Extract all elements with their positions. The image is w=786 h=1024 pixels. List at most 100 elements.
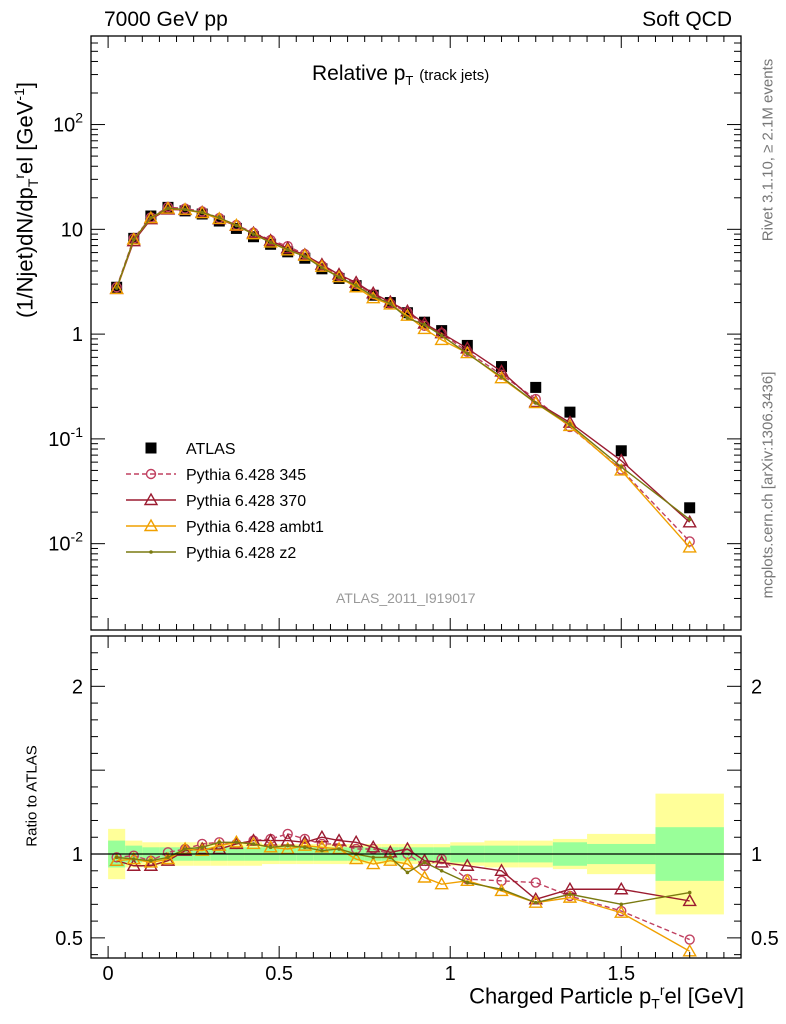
y-axis-label-ratio: Ratio to ATLAS [23,745,41,847]
data-point-ratio [405,870,410,875]
data-point-main [126,233,141,247]
data-point-main [371,294,376,299]
data-point-ratio [619,902,624,907]
legend-marker [145,468,157,480]
data-point-main [383,297,398,310]
data-point-main [682,540,697,553]
data-point-main [684,502,696,514]
data-point-ratio [460,873,475,887]
data-point-main [200,210,204,215]
data-point-ratio [143,854,159,868]
data-point-ratio [251,842,256,846]
data-point-ratio [303,845,307,850]
data-point-ratio [465,880,470,885]
legend-marker [145,442,157,454]
data-point-ratio [371,855,376,860]
data-point-ratio [533,900,538,905]
x-tick-label: 0.5 [265,963,293,985]
data-point-ratio [229,834,244,848]
data-point-main [348,279,364,293]
series-line-main [115,207,691,521]
data-point-ratio [614,905,629,918]
data-point-ratio [234,840,239,845]
data-point-ratio [388,855,393,860]
data-point-ratio [348,851,364,865]
data-point-ratio [499,887,504,892]
data-point-ratio [194,843,210,856]
data-point-ratio [299,833,311,845]
data-point-main [149,215,153,220]
x-tick-label: 1 [445,963,456,985]
legend-label: Pythia 6.428 z2 [186,545,296,562]
data-point-ratio [439,868,444,873]
data-point-ratio [200,845,204,850]
data-point-main [615,445,627,457]
legend-marker [143,492,159,506]
data-point-ratio [422,860,427,865]
header-energy: 7000 GeV pp [104,8,228,31]
legend-label: Pythia 6.428 345 [186,467,306,484]
rivet-version-label: Rivet 3.1.10, ≥ 2.1M events [759,58,777,242]
data-point-main [280,242,295,256]
data-point-main [417,321,432,335]
data-point-ratio [320,848,324,853]
data-point-main [331,269,347,283]
data-point-ratio [331,833,347,846]
analysis-id: ATLAS_2011_I919017 [336,590,476,606]
y-axis-label-main: (1/Njet)dN/dpTrel [GeV-1] [11,81,41,319]
data-point-ratio [400,856,415,870]
data-point-main [131,237,136,242]
data-point-ratio [417,853,432,866]
data-point-main [166,206,170,211]
data-point-ratio [131,857,136,861]
y-tick-label-main: 1 [72,324,83,346]
y-tick-label-ratio-right: 1 [751,844,762,866]
data-point-ratio [348,834,364,848]
plot-title: Relative pT (track jets) [312,62,490,89]
data-point-ratio [530,877,541,888]
data-point-main [528,395,543,409]
data-point-ratio [126,858,141,871]
data-point-ratio [494,863,509,876]
x-tick-label: 0 [103,963,114,985]
data-point-main [234,223,239,228]
data-point-main [530,381,542,393]
data-point-ratio [434,854,449,868]
data-point-main [126,232,141,245]
data-point-main [213,215,225,227]
data-point-main [564,406,576,418]
y-tick-label-main: 10 [61,219,83,241]
data-point-main [109,281,124,295]
data-point-ratio [682,893,697,907]
data-point-main [619,465,624,469]
data-point-ratio [212,838,227,851]
data-point-main [439,333,444,338]
data-point-ratio [109,853,124,866]
y-tick-label-main: 102 [53,110,83,137]
data-point-main [461,339,473,351]
y-tick-label-main: 10-2 [48,529,83,556]
legend-marker [143,518,159,532]
header-category: Soft QCD [642,8,732,31]
data-point-main [388,301,393,306]
data-point-ratio [434,876,449,890]
y-tick-label-main: 10-1 [48,424,83,451]
y-tick-label-ratio: 0.5 [55,928,83,950]
data-point-main [405,316,410,320]
y-tick-label-ratio: 2 [72,676,83,698]
y-tick-label-ratio-right: 2 [751,676,762,698]
data-point-ratio [143,858,159,871]
data-point-ratio [183,847,187,851]
data-point-main [499,375,504,379]
data-point-main [263,233,278,246]
data-point-main [337,275,341,279]
data-point-main [303,254,307,259]
data-point-main [533,401,538,405]
data-point-ratio [285,843,290,848]
data-point-main [331,267,347,280]
series-line-main [115,206,691,542]
data-point-main [434,332,449,346]
data-point-ratio [366,839,381,853]
data-point-main [354,283,358,288]
series-line-ratio [116,841,690,906]
